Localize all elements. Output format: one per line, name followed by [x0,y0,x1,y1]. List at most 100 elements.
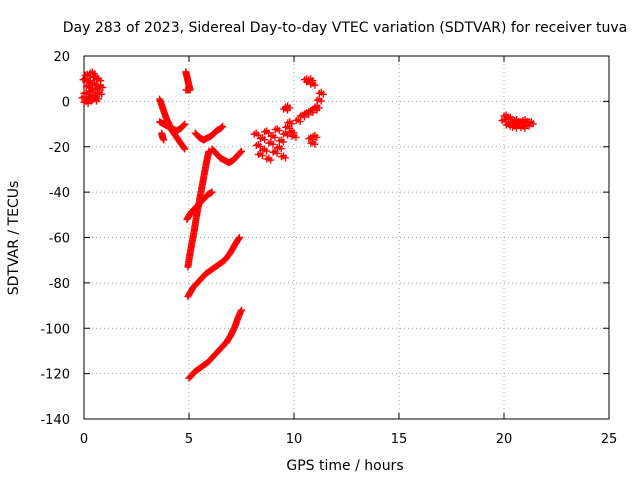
series-line-low [185,306,245,382]
y-tick-label: -80 [49,277,70,292]
data-point [80,98,88,106]
data-point [238,147,245,155]
data-point [160,136,168,144]
data-point [257,135,264,143]
data-point [286,128,294,136]
x-tick-label: 15 [391,432,408,447]
y-tick-label: -120 [40,368,70,383]
series-trace-3.8-c [158,129,168,144]
data-point [307,139,315,147]
data-point [311,81,319,89]
data-point [256,142,264,150]
data-point [269,140,277,148]
data-point [265,139,273,147]
data-point [498,117,506,125]
data-point [317,97,325,105]
data-point [89,80,96,88]
data-point [313,96,321,104]
data-point [238,306,245,314]
data-point [305,135,313,143]
data-point [267,132,275,140]
data-point [282,103,290,111]
data-point [278,153,285,161]
data-point [84,94,92,102]
data-point [284,119,292,127]
series-line-steep [184,147,213,271]
data-point [89,96,96,104]
data-point [252,141,260,149]
data-point [275,127,283,135]
data-point [275,137,283,145]
data-point [78,94,86,102]
data-point [288,120,296,128]
x-axis-label: GPS time / hours [286,458,403,474]
data-point [85,87,93,95]
series-cluster-10.8h [301,75,327,105]
data-point [205,147,213,155]
data-point [305,76,313,84]
data-point [250,130,258,138]
data-point [93,97,100,105]
data-point [182,86,190,94]
data-point [511,117,519,125]
series-trace-6.1-down [208,145,245,167]
data-point [237,148,245,156]
x-tick-label: 25 [601,432,618,447]
data-point [79,76,87,84]
data-point [265,129,273,137]
data-point [95,82,103,90]
data-point [500,112,508,120]
y-tick-label: -100 [40,322,70,337]
data-point [84,78,92,86]
data-point [315,104,323,112]
data-point [311,103,319,111]
data-point [506,119,514,127]
data-point [515,119,523,127]
data-point [504,114,512,122]
data-point [280,130,288,138]
data-point [85,72,93,80]
series-line-mid-2 [184,234,243,300]
series-trace-3.8-b [156,118,189,135]
data-point [254,131,262,139]
data-point [263,147,271,155]
data-point [305,107,313,115]
series-cluster-8.5h [250,102,323,164]
y-tick-label: -140 [40,413,70,428]
data-point [277,145,285,153]
series-layer [78,68,537,382]
data-point [98,90,106,98]
data-point [94,89,102,97]
data-point [93,76,101,84]
data-point [254,151,262,159]
data-point [307,80,315,88]
series-trace-5.3 [191,122,227,144]
data-point [263,155,271,163]
series-trace-4.9 [182,68,194,94]
data-point [286,104,294,112]
data-point [181,120,189,128]
data-point [261,136,268,144]
data-point [261,128,269,136]
data-point [269,148,277,156]
data-point [82,82,90,90]
data-point [509,123,516,131]
y-tick-label: 0 [62,95,70,110]
data-point [180,144,188,152]
data-point [80,89,88,97]
x-tick-label: 10 [286,432,303,447]
tick-layer: 0 5 10 15 20 25 -140 -120 -100 -80 -60 -40 -20 0 20 [40,50,617,447]
data-point [313,133,321,141]
data-point [99,83,107,91]
y-tick-label: -20 [49,141,70,156]
data-point [271,133,279,141]
x-tick-label: 20 [496,432,513,447]
chart-title: Day 283 of 2023, Sidereal Day-to-day VTE… [63,20,627,36]
data-point [181,145,189,153]
y-tick-label: -60 [49,232,70,247]
data-point [525,119,533,127]
y-tick-label: 20 [53,50,70,65]
data-point [319,90,327,98]
data-point [292,133,300,141]
